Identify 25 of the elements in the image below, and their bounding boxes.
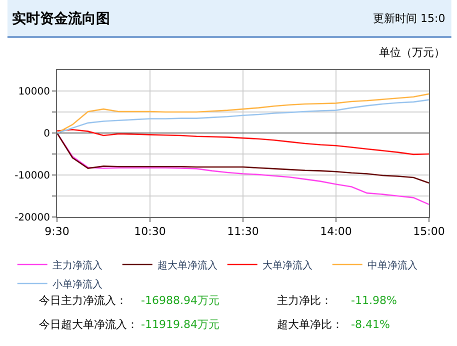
chart-title: 实时资金流向图 [12, 10, 110, 27]
x-tick-label: 15:00 [413, 225, 445, 238]
text: -11.98% [351, 294, 397, 307]
legend-label: 大单净流入 [262, 259, 312, 272]
y-tick-label: -10000 [14, 170, 50, 182]
text: 主力净比： [277, 294, 332, 307]
text: 超大单净比： [277, 318, 343, 331]
legend-label: 中单净流入 [367, 259, 418, 272]
text: -16988.94万元 [141, 294, 220, 307]
legend-label: 超大单净流入 [157, 259, 218, 272]
text: 今日主力净流入： [39, 294, 127, 307]
x-tick-label: 10:30 [134, 225, 166, 238]
text: -8.41% [351, 318, 390, 331]
legend-label: 主力净流入 [52, 259, 102, 272]
x-tick-label: 14:00 [320, 225, 352, 238]
y-tick-label: 0 [44, 128, 50, 140]
text: 今日超大单净流入： [39, 318, 138, 331]
x-tick-label: 11:30 [227, 225, 259, 238]
legend-label: 小单净流入 [52, 278, 102, 290]
text: -11919.84万元 [141, 318, 220, 331]
y-axis-title: 单位（万元） [379, 46, 445, 59]
chart-subtitle: 更新时间 15:0 [373, 12, 446, 25]
x-tick-label: 9:30 [44, 225, 70, 238]
y-tick-label: 10000 [18, 86, 50, 98]
y-tick-label: -20000 [14, 212, 50, 224]
